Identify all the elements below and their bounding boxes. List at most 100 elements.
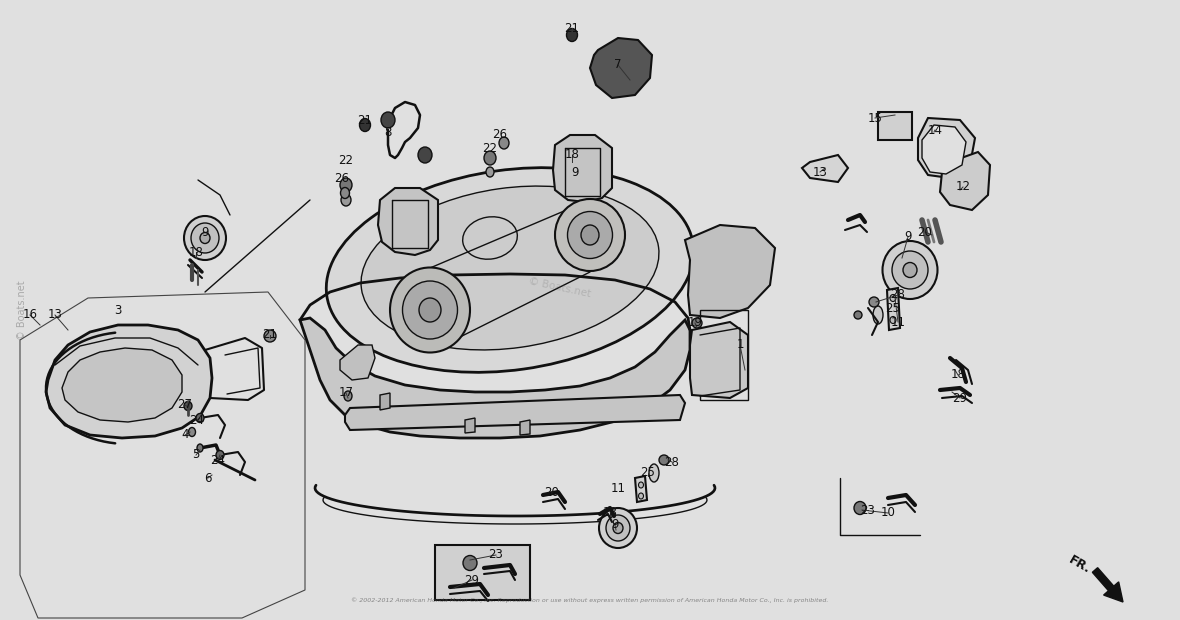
Text: © 2002-2012 American Honda Motor Co., Inc. Reproduction or use without express w: © 2002-2012 American Honda Motor Co., In… <box>352 597 828 603</box>
Ellipse shape <box>199 232 210 244</box>
Text: 13: 13 <box>47 309 63 322</box>
Text: 5: 5 <box>192 448 199 461</box>
Text: 24: 24 <box>190 414 204 427</box>
Ellipse shape <box>327 167 694 373</box>
Text: 28: 28 <box>891 288 905 301</box>
Polygon shape <box>340 345 375 380</box>
Ellipse shape <box>568 211 612 259</box>
Ellipse shape <box>484 151 496 165</box>
Text: 26: 26 <box>334 172 349 185</box>
Text: 22: 22 <box>339 154 354 167</box>
Text: 6: 6 <box>204 471 211 484</box>
Polygon shape <box>686 225 775 318</box>
Ellipse shape <box>555 199 625 271</box>
Ellipse shape <box>890 294 896 301</box>
Text: 12: 12 <box>956 180 970 193</box>
Text: 25: 25 <box>885 301 900 314</box>
Ellipse shape <box>419 298 441 322</box>
Ellipse shape <box>486 167 494 177</box>
Polygon shape <box>690 322 748 398</box>
Ellipse shape <box>184 402 192 410</box>
Polygon shape <box>635 476 647 502</box>
Text: 21: 21 <box>564 22 579 35</box>
Text: 24: 24 <box>210 453 225 466</box>
Ellipse shape <box>890 316 896 324</box>
Text: 18: 18 <box>189 246 203 259</box>
Text: 20: 20 <box>918 226 932 239</box>
Text: 11: 11 <box>610 482 625 495</box>
Text: 9: 9 <box>611 518 618 531</box>
Ellipse shape <box>402 281 458 339</box>
Text: 18: 18 <box>951 368 965 381</box>
Text: 28: 28 <box>664 456 680 469</box>
Polygon shape <box>300 318 690 438</box>
Ellipse shape <box>883 241 937 299</box>
Text: 16: 16 <box>22 309 38 322</box>
Ellipse shape <box>341 187 349 198</box>
Ellipse shape <box>581 225 599 245</box>
Text: 26: 26 <box>492 128 507 141</box>
Ellipse shape <box>191 223 219 253</box>
Text: 23: 23 <box>860 503 876 516</box>
Polygon shape <box>380 393 391 410</box>
Ellipse shape <box>197 444 203 452</box>
Polygon shape <box>435 545 530 600</box>
Polygon shape <box>922 125 966 174</box>
Ellipse shape <box>345 391 352 401</box>
Ellipse shape <box>418 147 432 163</box>
Ellipse shape <box>607 515 630 541</box>
Ellipse shape <box>196 414 204 422</box>
Polygon shape <box>345 395 686 430</box>
Text: © Boats.net: © Boats.net <box>17 280 27 340</box>
Text: 19: 19 <box>688 316 702 329</box>
Ellipse shape <box>566 29 577 42</box>
Text: FR.: FR. <box>1067 554 1093 577</box>
Ellipse shape <box>854 311 863 319</box>
Ellipse shape <box>463 556 477 570</box>
Ellipse shape <box>612 523 623 533</box>
FancyArrow shape <box>1093 568 1123 602</box>
Text: 29: 29 <box>952 391 968 404</box>
Polygon shape <box>465 418 476 433</box>
Text: 23: 23 <box>489 549 504 562</box>
Text: 21: 21 <box>358 113 373 126</box>
Text: 10: 10 <box>880 507 896 520</box>
Text: 4: 4 <box>182 428 189 441</box>
Text: 3: 3 <box>114 304 122 316</box>
Ellipse shape <box>903 262 917 278</box>
Ellipse shape <box>649 464 658 482</box>
Text: 17: 17 <box>339 386 354 399</box>
Text: 27: 27 <box>177 399 192 412</box>
Polygon shape <box>378 188 438 255</box>
Ellipse shape <box>184 216 227 260</box>
Polygon shape <box>63 348 182 422</box>
Ellipse shape <box>361 186 658 350</box>
Text: © Boats.net: © Boats.net <box>527 277 592 299</box>
Ellipse shape <box>381 112 395 128</box>
Text: 25: 25 <box>641 466 655 479</box>
Text: 15: 15 <box>867 112 883 125</box>
Ellipse shape <box>892 251 927 289</box>
Polygon shape <box>46 325 212 438</box>
Ellipse shape <box>189 428 196 436</box>
Ellipse shape <box>340 178 352 192</box>
Text: 1: 1 <box>736 339 743 352</box>
Polygon shape <box>553 135 612 202</box>
Ellipse shape <box>658 455 669 465</box>
Text: 20: 20 <box>544 487 559 500</box>
Ellipse shape <box>463 217 517 259</box>
Text: 21: 21 <box>262 329 277 342</box>
Ellipse shape <box>264 330 276 342</box>
Ellipse shape <box>391 267 470 353</box>
Polygon shape <box>520 420 530 435</box>
Text: 18: 18 <box>564 149 579 161</box>
Polygon shape <box>878 112 912 140</box>
Polygon shape <box>940 152 990 210</box>
Text: 9: 9 <box>202 226 209 239</box>
Ellipse shape <box>638 482 643 488</box>
Text: 14: 14 <box>927 123 943 136</box>
Ellipse shape <box>854 502 866 515</box>
Text: 18: 18 <box>603 505 617 518</box>
Polygon shape <box>802 155 848 182</box>
Polygon shape <box>887 288 900 330</box>
